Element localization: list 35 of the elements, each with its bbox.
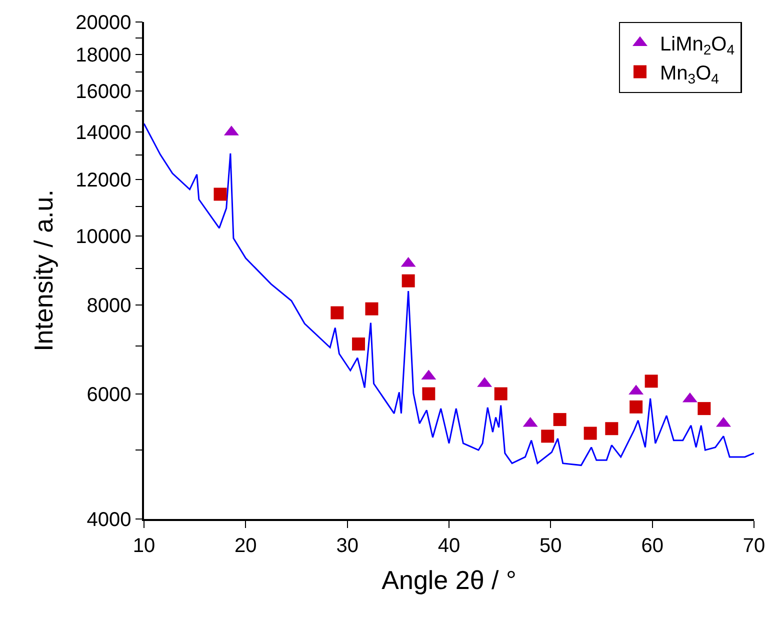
y-tick-label: 12000: [76, 170, 132, 192]
point: [330, 306, 344, 320]
y-tick-label: 8000: [86, 294, 132, 317]
point: [402, 274, 415, 288]
point: [494, 387, 508, 400]
legend-label: LiMn$_{2}$O$_{4}$: [660, 34, 735, 58]
point: [214, 188, 227, 201]
x-tick-label: 30: [336, 534, 358, 557]
point: [352, 337, 366, 350]
point: [541, 430, 554, 443]
point: [605, 422, 618, 436]
x-tick-label: 70: [742, 534, 766, 557]
x-tick-label: 60: [641, 534, 664, 557]
y-tick-label: 16000: [76, 80, 132, 103]
point: [698, 402, 711, 416]
y-tick-label: 20000: [76, 12, 132, 34]
point: [630, 400, 643, 414]
point: [365, 302, 378, 316]
point: [553, 413, 566, 426]
y-tick-label: 4000: [86, 509, 132, 531]
x-tick-label: 20: [234, 534, 257, 557]
y-tick-label: 14000: [76, 122, 132, 144]
x-tick-label: 50: [540, 534, 562, 557]
x-axis-title: Angle 2θ / °: [382, 564, 516, 595]
point: [584, 426, 597, 440]
y-axis-title: Intensity / a.u.: [28, 190, 59, 352]
legend-label: Mn$_{3}$O$_{4}$: [660, 62, 720, 87]
x-tick-label: 10: [132, 534, 156, 557]
y-tick-label: 6000: [86, 384, 132, 406]
y-tick-label: 10000: [76, 226, 132, 248]
x-tick-label: 40: [438, 534, 460, 557]
point: [644, 374, 658, 388]
y-tick-label: 18000: [76, 44, 132, 67]
point: [422, 387, 436, 400]
line-series: [144, 122, 754, 466]
